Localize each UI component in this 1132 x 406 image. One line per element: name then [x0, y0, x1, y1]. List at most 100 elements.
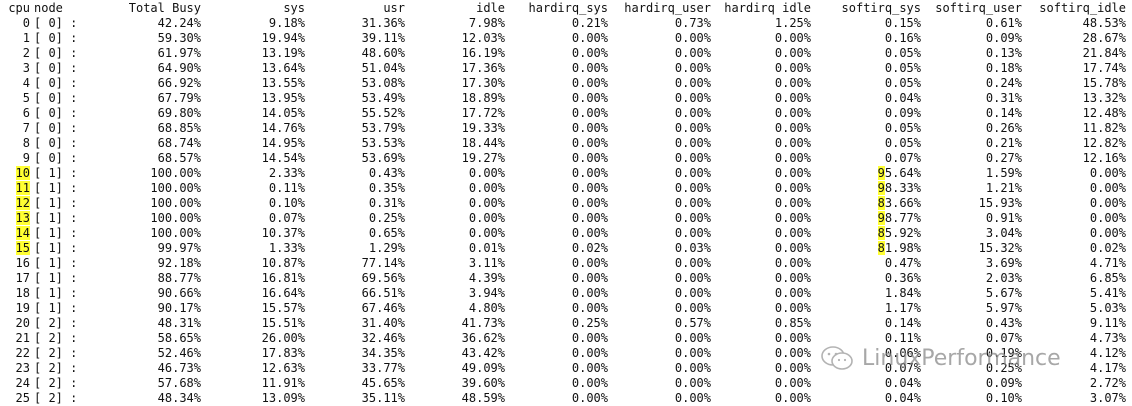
cpu-cell: 9	[22, 151, 30, 165]
total-busy-cell: 66.92%	[157, 76, 201, 90]
usr-cell: 39.11%	[361, 31, 405, 45]
softirq-sys-cell: 98.33%	[877, 181, 921, 195]
softirq-user-cell: 0.21%	[985, 136, 1022, 150]
sys-cell: 14.76%	[261, 121, 305, 135]
table-row: 13 [ 1] : 100.00% 0.07% 0.25% 0.00% 0.00% 0.00%…	[0, 211, 1132, 226]
hardirq-user-cell: 0.03%	[674, 241, 711, 255]
softirq-idle-cell: 11.82%	[1082, 121, 1126, 135]
hardirq-idle-cell: 0.00%	[774, 361, 811, 375]
cpu-cell: 7	[22, 121, 30, 135]
hardirq-sys-cell: 0.00%	[571, 181, 608, 195]
softirq-sys-cell: 0.05%	[884, 76, 921, 90]
total-busy-cell: 59.30%	[157, 31, 201, 45]
hardirq-sys-cell: 0.00%	[571, 346, 608, 360]
softirq-sys-cell: 83.66%	[877, 196, 921, 210]
header-softirq-sys: softirq_sys	[841, 1, 921, 15]
cpu-cell: 4	[22, 76, 30, 90]
hardirq-user-cell: 0.00%	[674, 61, 711, 75]
cpu-cell: 16	[15, 256, 30, 270]
softirq-idle-cell: 3.07%	[1089, 391, 1126, 405]
sys-cell: 14.54%	[261, 151, 305, 165]
header-idle: idle	[476, 1, 505, 15]
softirq-user-cell: 5.67%	[985, 286, 1022, 300]
table-row: 18 [ 1] : 90.66% 16.64% 66.51% 3.94% 0.00% 0.00…	[0, 286, 1132, 301]
highlight-mark: 9	[877, 166, 885, 180]
softirq-user-cell: 1.59%	[985, 166, 1022, 180]
softirq-idle-cell: 0.02%	[1089, 241, 1126, 255]
node-cell: [ 2] :	[34, 346, 78, 360]
hardirq-sys-cell: 0.00%	[571, 91, 608, 105]
table-header: cpu node Total Busy sys usr idle hardirq…	[0, 1, 1132, 16]
softirq-user-cell: 3.04%	[985, 226, 1022, 240]
hardirq-idle-cell: 0.00%	[774, 256, 811, 270]
table-row: 7 [ 0] : 68.85% 14.76% 53.79% 19.33% 0.00% 0.00…	[0, 121, 1132, 136]
hardirq-sys-cell: 0.00%	[571, 151, 608, 165]
softirq-user-cell: 0.19%	[985, 346, 1022, 360]
idle-cell: 0.00%	[468, 226, 505, 240]
softirq-sys-cell: 1.17%	[884, 301, 921, 315]
softirq-idle-cell: 6.85%	[1089, 271, 1126, 285]
hardirq-idle-cell: 1.25%	[774, 16, 811, 30]
hardirq-sys-cell: 0.00%	[571, 301, 608, 315]
softirq-sys-cell: 0.04%	[884, 391, 921, 405]
sys-cell: 13.95%	[261, 91, 305, 105]
table-row: 17 [ 1] : 88.77% 16.81% 69.56% 4.39% 0.00% 0.00…	[0, 271, 1132, 286]
softirq-sys-cell: 0.05%	[884, 121, 921, 135]
hardirq-user-cell: 0.00%	[674, 121, 711, 135]
hardirq-sys-cell: 0.00%	[571, 376, 608, 390]
node-cell: [ 1] :	[34, 241, 78, 255]
sys-cell: 19.94%	[261, 31, 305, 45]
hardirq-user-cell: 0.00%	[674, 106, 711, 120]
highlight-mark: 9	[877, 211, 885, 225]
table-row: 5 [ 0] : 67.79% 13.95% 53.49% 18.89% 0.00% 0.00…	[0, 91, 1132, 106]
table-row: 15 [ 1] : 99.97% 1.33% 1.29% 0.01% 0.02% 0.03% 0…	[0, 241, 1132, 256]
cpu-cell: 6	[22, 106, 30, 120]
hardirq-idle-cell: 0.00%	[774, 181, 811, 195]
total-busy-cell: 100.00%	[150, 166, 201, 180]
node-cell: [ 0] :	[34, 91, 78, 105]
node-cell: [ 0] :	[34, 121, 78, 135]
hardirq-user-cell: 0.00%	[674, 331, 711, 345]
cpu-cell: 12	[0, 196, 30, 211]
hardirq-user-cell: 0.00%	[674, 256, 711, 270]
softirq-user-cell: 0.18%	[985, 61, 1022, 75]
softirq-user-cell: 0.09%	[985, 31, 1022, 45]
hardirq-sys-cell: 0.00%	[571, 256, 608, 270]
table-row: 16 [ 1] : 92.18% 10.87% 77.14% 3.11% 0.00% 0.00…	[0, 256, 1132, 271]
softirq-user-cell: 15.32%	[978, 241, 1022, 255]
usr-cell: 48.60%	[361, 46, 405, 60]
node-cell: [ 0] :	[34, 31, 78, 45]
hardirq-sys-cell: 0.00%	[571, 361, 608, 375]
table-row: 2 [ 0] : 61.97% 13.19% 48.60% 16.19% 0.00% 0.00…	[0, 46, 1132, 61]
sys-cell: 15.57%	[261, 301, 305, 315]
table-row: 19 [ 1] : 90.17% 15.57% 67.46% 4.80% 0.00% 0.00…	[0, 301, 1132, 316]
idle-cell: 39.60%	[461, 376, 505, 390]
node-cell: [ 1] :	[34, 226, 78, 240]
usr-cell: 33.77%	[361, 361, 405, 375]
cpu-cell: 10	[0, 166, 30, 181]
softirq-idle-cell: 4.12%	[1089, 346, 1126, 360]
cpu-cell: 22	[15, 346, 30, 360]
softirq-sys-cell: 0.15%	[884, 16, 921, 30]
usr-cell: 55.52%	[361, 106, 405, 120]
hardirq-user-cell: 0.00%	[674, 46, 711, 60]
usr-cell: 35.11%	[361, 391, 405, 405]
hardirq-idle-cell: 0.00%	[774, 166, 811, 180]
usr-cell: 32.46%	[361, 331, 405, 345]
hardirq-idle-cell: 0.00%	[774, 211, 811, 225]
cpu-cell: 18	[15, 286, 30, 300]
usr-cell: 45.65%	[361, 376, 405, 390]
total-busy-cell: 100.00%	[150, 226, 201, 240]
table-row: 20 [ 2] : 48.31% 15.51% 31.40% 41.73% 0.25% 0.5…	[0, 316, 1132, 331]
sys-cell: 17.83%	[261, 346, 305, 360]
hardirq-sys-cell: 0.00%	[571, 121, 608, 135]
softirq-sys-cell: 0.05%	[884, 46, 921, 60]
total-busy-cell: 68.85%	[157, 121, 201, 135]
softirq-sys-cell: 0.16%	[884, 31, 921, 45]
softirq-idle-cell: 4.73%	[1089, 331, 1126, 345]
hardirq-user-cell: 0.00%	[674, 301, 711, 315]
total-busy-cell: 68.57%	[157, 151, 201, 165]
usr-cell: 53.08%	[361, 76, 405, 90]
total-busy-cell: 100.00%	[150, 196, 201, 210]
